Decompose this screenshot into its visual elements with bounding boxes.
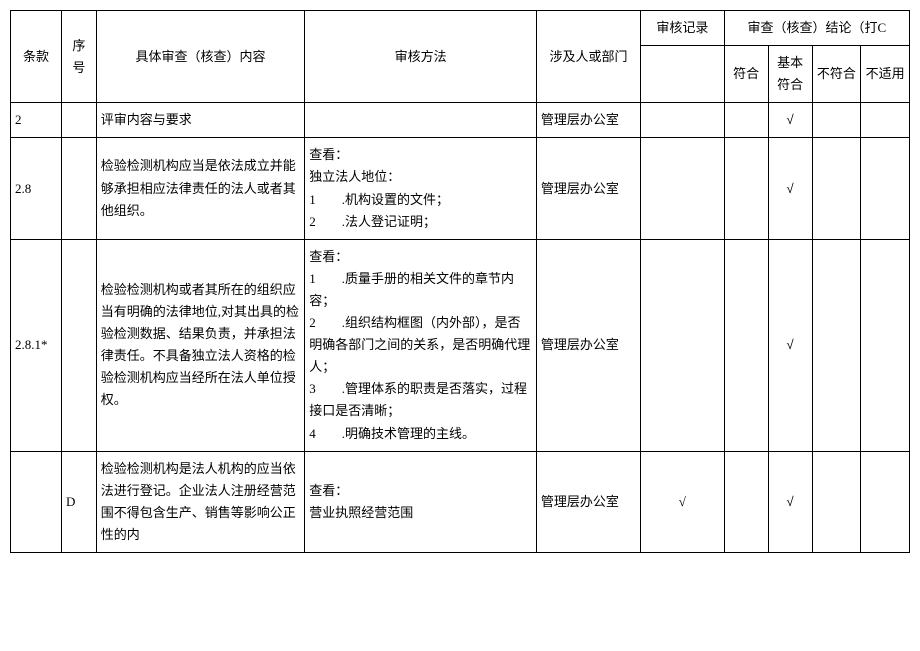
cell-c4 <box>861 239 910 451</box>
cell-c1 <box>724 239 768 451</box>
th-content: 具体审查（核查）内容 <box>96 11 305 103</box>
cell-record: √ <box>641 451 724 552</box>
cell-clause: 2.8 <box>11 138 62 239</box>
cell-record <box>641 239 724 451</box>
th-method: 审核方法 <box>305 11 537 103</box>
cell-c1 <box>724 138 768 239</box>
table-row: 2.8.1* 检验检测机构或者其所在的组织应当有明确的法律地位,对其出具的检验检测… <box>11 239 910 451</box>
cell-c3 <box>812 103 861 138</box>
cell-c1 <box>724 451 768 552</box>
th-record: 审核记录 <box>641 11 724 46</box>
cell-clause: 2 <box>11 103 62 138</box>
th-clause: 条款 <box>11 11 62 103</box>
cell-c2: √ <box>768 103 812 138</box>
cell-clause: 2.8.1* <box>11 239 62 451</box>
cell-dept: 管理层办公室 <box>536 239 640 451</box>
th-conclusion: 审查（核查）结论（打C <box>724 11 909 46</box>
cell-c4 <box>861 451 910 552</box>
cell-clause <box>11 451 62 552</box>
audit-table: 条款 序号 具体审查（核查）内容 审核方法 涉及人或部门 审核记录 审查（核查）… <box>10 10 910 553</box>
cell-content: 检验检测机构应当是依法成立并能够承担相应法律责任的法人或者其他组织。 <box>96 138 305 239</box>
cell-c4 <box>861 138 910 239</box>
cell-seq <box>61 103 96 138</box>
table-body: 2评审内容与要求管理层办公室√2.8检验检测机构应当是依法成立并能够承担相应法律… <box>11 103 910 553</box>
cell-content: 检验检测机构或者其所在的组织应当有明确的法律地位,对其出具的检验检测数据、结果负… <box>96 239 305 451</box>
table-row: 2 评审内容与要求 管理层办公室 √ <box>11 103 910 138</box>
th-c4: 不适用 <box>861 46 910 103</box>
cell-c1 <box>724 103 768 138</box>
cell-c3 <box>812 138 861 239</box>
cell-seq: D <box>61 451 96 552</box>
table-row: 2.8 检验检测机构应当是依法成立并能够承担相应法律责任的法人或者其他组织。查看：… <box>11 138 910 239</box>
cell-seq <box>61 239 96 451</box>
cell-c4 <box>861 103 910 138</box>
cell-method: 查看： 1 .质量手册的相关文件的章节内容； 2 .组织结构框图（内外部），是否… <box>305 239 537 451</box>
cell-method: 查看： 营业执照经营范围 <box>305 451 537 552</box>
cell-record <box>641 138 724 239</box>
cell-content: 评审内容与要求 <box>96 103 305 138</box>
th-c1: 符合 <box>724 46 768 103</box>
cell-record <box>641 103 724 138</box>
cell-dept: 管理层办公室 <box>536 103 640 138</box>
table-row: D检验检测机构是法人机构的应当依法进行登记。企业法人注册经营范围不得包含生产、销… <box>11 451 910 552</box>
cell-c2: √ <box>768 138 812 239</box>
cell-method: 查看： 独立法人地位： 1 .机构设置的文件； 2 .法人登记证明； <box>305 138 537 239</box>
cell-content: 检验检测机构是法人机构的应当依法进行登记。企业法人注册经营范围不得包含生产、销售… <box>96 451 305 552</box>
cell-dept: 管理层办公室 <box>536 451 640 552</box>
cell-c2: √ <box>768 451 812 552</box>
cell-seq <box>61 138 96 239</box>
cell-dept: 管理层办公室 <box>536 138 640 239</box>
cell-method <box>305 103 537 138</box>
th-c2: 基本符合 <box>768 46 812 103</box>
cell-c2: √ <box>768 239 812 451</box>
th-dept: 涉及人或部门 <box>536 11 640 103</box>
cell-c3 <box>812 451 861 552</box>
th-seq: 序号 <box>61 11 96 103</box>
th-c3: 不符合 <box>812 46 861 103</box>
cell-c3 <box>812 239 861 451</box>
th-record-blank <box>641 46 724 103</box>
table-header: 条款 序号 具体审查（核查）内容 审核方法 涉及人或部门 审核记录 审查（核查）… <box>11 11 910 103</box>
